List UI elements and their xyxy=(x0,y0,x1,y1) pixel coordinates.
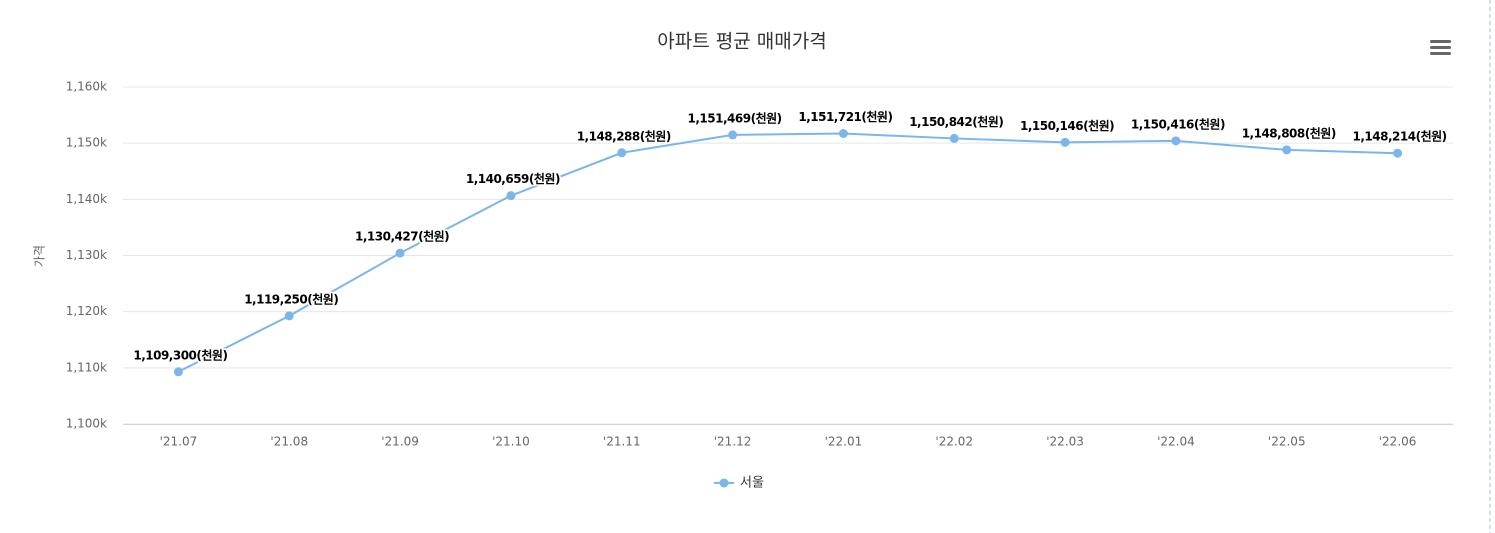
x-tick-label: '21.10 xyxy=(492,435,530,449)
legend-symbol xyxy=(719,478,729,488)
point-marker xyxy=(1171,136,1181,146)
point-marker xyxy=(173,367,183,377)
y-tick-label: 1,100k xyxy=(66,417,107,431)
point-marker xyxy=(1393,148,1403,158)
x-tick-label: '22.03 xyxy=(1046,435,1084,449)
chart-title: 아파트 평균 매매가격 xyxy=(657,31,826,53)
point-marker xyxy=(1060,137,1070,147)
data-label: 1,148,288(천원) xyxy=(577,128,671,143)
data-label: 1,148,808(천원) xyxy=(1242,125,1336,140)
point-marker xyxy=(838,129,848,139)
point-marker xyxy=(617,148,627,158)
y-tick-label: 1,120k xyxy=(66,304,107,318)
y-axis-title: 가격 xyxy=(33,245,47,267)
data-label: 1,140,659(천원) xyxy=(466,171,560,186)
data-label: 1,151,469(천원) xyxy=(688,110,782,125)
data-label: 1,151,721(천원) xyxy=(798,109,892,124)
y-tick-label: 1,150k xyxy=(66,136,107,150)
data-label: 1,148,214(천원) xyxy=(1353,129,1447,144)
legend-label: 서울 xyxy=(740,476,764,491)
menu-bar[interactable] xyxy=(1430,46,1451,49)
x-tick-label: '21.07 xyxy=(160,435,198,449)
x-tick-label: '22.05 xyxy=(1268,435,1306,449)
point-marker xyxy=(949,133,959,143)
data-label: 1,119,250(천원) xyxy=(244,291,338,306)
y-tick-label: 1,140k xyxy=(66,192,107,206)
data-label: 1,130,427(천원) xyxy=(355,229,449,244)
point-marker xyxy=(728,130,738,140)
x-tick-label: '21.08 xyxy=(270,435,308,449)
x-tick-label: '21.09 xyxy=(381,435,419,449)
menu-button[interactable] xyxy=(1430,40,1451,55)
point-marker xyxy=(395,248,405,258)
menu-bar[interactable] xyxy=(1430,40,1451,43)
series-line xyxy=(177,132,1398,373)
data-label: 1,150,416(천원) xyxy=(1131,116,1225,131)
point-marker xyxy=(284,311,294,321)
data-label: 1,150,146(천원) xyxy=(1020,118,1114,133)
y-tick-label: 1,110k xyxy=(66,360,107,374)
x-tick-label: '21.11 xyxy=(603,435,641,449)
data-label: 1,150,842(천원) xyxy=(909,114,1003,129)
x-tick-label: '22.01 xyxy=(825,435,863,449)
data-label: 1,109,300(천원) xyxy=(133,347,227,362)
y-tick-label: 1,160k xyxy=(66,80,107,94)
x-tick-label: '22.04 xyxy=(1157,435,1195,449)
x-tick-label: '22.06 xyxy=(1379,435,1417,449)
y-tick-label: 1,130k xyxy=(66,248,107,262)
x-tick-label: '22.02 xyxy=(935,435,973,449)
point-marker xyxy=(1282,145,1292,155)
point-marker xyxy=(506,191,516,201)
x-tick-label: '21.12 xyxy=(714,435,752,449)
menu-bar[interactable] xyxy=(1430,52,1451,55)
